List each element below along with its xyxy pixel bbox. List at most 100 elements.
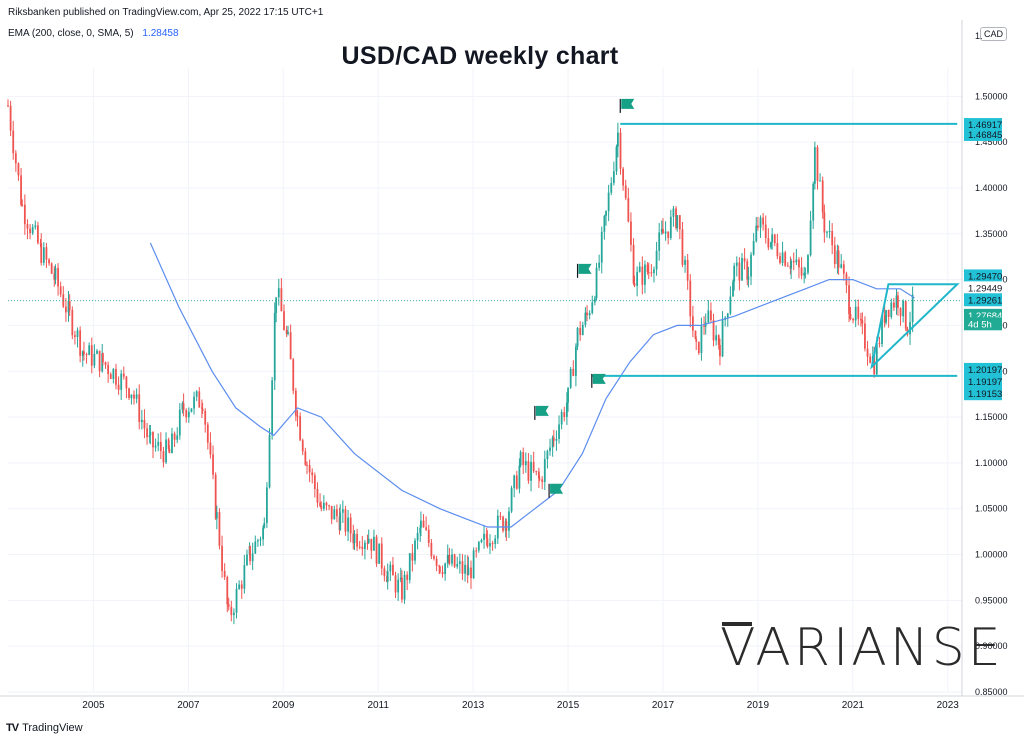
price-candle: [588, 312, 591, 316]
price-candle: [595, 267, 598, 299]
price-candle: [201, 408, 204, 411]
price-candle: [467, 567, 470, 576]
price-candle: [864, 323, 866, 349]
price-candle: [689, 280, 692, 317]
price-candle: [486, 538, 489, 547]
price-candle: [703, 325, 705, 327]
ema-200-line: [149, 242, 915, 528]
price-candle: [878, 343, 881, 345]
price-candle: [738, 262, 741, 281]
currency-badge[interactable]: CAD: [980, 27, 1008, 41]
price-candle: [389, 564, 392, 572]
price-candle: [90, 345, 93, 366]
price-candle: [453, 554, 456, 567]
price-label-box: [964, 293, 1002, 307]
price-candle: [34, 225, 37, 228]
price-candle: [446, 554, 449, 564]
y-tick-label: 1.15000: [975, 412, 1008, 422]
y-tick-label: 1.35000: [975, 229, 1008, 239]
x-tick-label: 2005: [82, 700, 105, 711]
price-candle: [803, 272, 806, 276]
price-candle: [448, 554, 451, 564]
price-candle: [579, 328, 582, 335]
price-candle: [386, 571, 389, 582]
price-candle: [266, 487, 268, 523]
price-candle: [678, 215, 681, 230]
price-candle: [364, 542, 366, 549]
price-candle: [735, 262, 738, 266]
price-candle: [238, 584, 241, 589]
price-candle: [885, 309, 887, 323]
price-candle: [567, 387, 569, 403]
price-candle: [122, 373, 125, 377]
price-candle: [256, 540, 259, 542]
price-candle: [20, 175, 22, 205]
price-candle: [441, 571, 444, 575]
price-candle: [600, 231, 603, 263]
price-candle: [551, 437, 554, 448]
price-candle: [627, 198, 630, 222]
price-candle: [605, 211, 607, 217]
price-candle: [694, 330, 697, 339]
price-candle: [519, 452, 522, 466]
x-tick-label: 2013: [462, 700, 485, 711]
price-candle: [356, 533, 358, 547]
y-tick-label: 0.95000: [975, 595, 1008, 605]
price-candle: [130, 394, 133, 398]
price-candle: [537, 471, 540, 479]
price-candle: [406, 574, 409, 580]
price-candle: [729, 296, 732, 314]
price-candle: [283, 311, 285, 330]
price-candle: [576, 328, 579, 347]
price-candle: [861, 320, 864, 324]
price-candle: [128, 388, 130, 398]
ema-legend[interactable]: EMA (200, close, 0, SMA, 5) 1.28458: [8, 28, 179, 39]
price-candle: [767, 238, 770, 248]
y-tick-label: 1.45000: [975, 137, 1008, 147]
price-candle: [660, 228, 663, 233]
price-candle: [159, 441, 162, 452]
price-candle: [633, 283, 636, 286]
price-candle: [513, 475, 516, 489]
price-candle: [165, 439, 167, 463]
price-candle: [181, 403, 184, 410]
price-candle: [209, 442, 212, 455]
price-candle: [800, 267, 803, 276]
price-candle: [251, 553, 254, 562]
price-candle: [74, 335, 76, 338]
price-candle: [755, 225, 758, 242]
price-candle: [112, 368, 115, 379]
price-candle: [45, 247, 48, 260]
watermark-bar: [722, 622, 752, 626]
price-candle: [771, 234, 774, 242]
price-candle: [399, 577, 402, 580]
price-candle: [686, 259, 689, 281]
price-candle: [695, 338, 698, 342]
price-candle: [563, 412, 566, 417]
x-tick-label: 2019: [747, 700, 770, 711]
price-candle: [662, 228, 664, 234]
price-candle: [759, 217, 762, 228]
price-candle: [427, 529, 430, 543]
price-candle: [560, 412, 563, 425]
price-candle: [819, 180, 821, 182]
price-candle: [425, 527, 428, 530]
price-candle: [795, 259, 798, 263]
price-candle: [31, 227, 34, 234]
price-label-box: [964, 374, 1002, 388]
price-candle: [37, 225, 39, 243]
price-candle: [584, 312, 587, 325]
price-candle: [770, 241, 772, 248]
price-candle: [477, 541, 480, 551]
footer[interactable]: TV TradingView: [6, 722, 83, 734]
price-candle: [598, 262, 601, 268]
price-candle: [798, 259, 800, 268]
price-candle: [422, 520, 425, 528]
price-candle: [135, 394, 138, 399]
price-label-box: [964, 362, 1002, 376]
price-candle: [869, 356, 872, 363]
price-candle: [361, 546, 364, 549]
price-candle: [301, 440, 304, 452]
